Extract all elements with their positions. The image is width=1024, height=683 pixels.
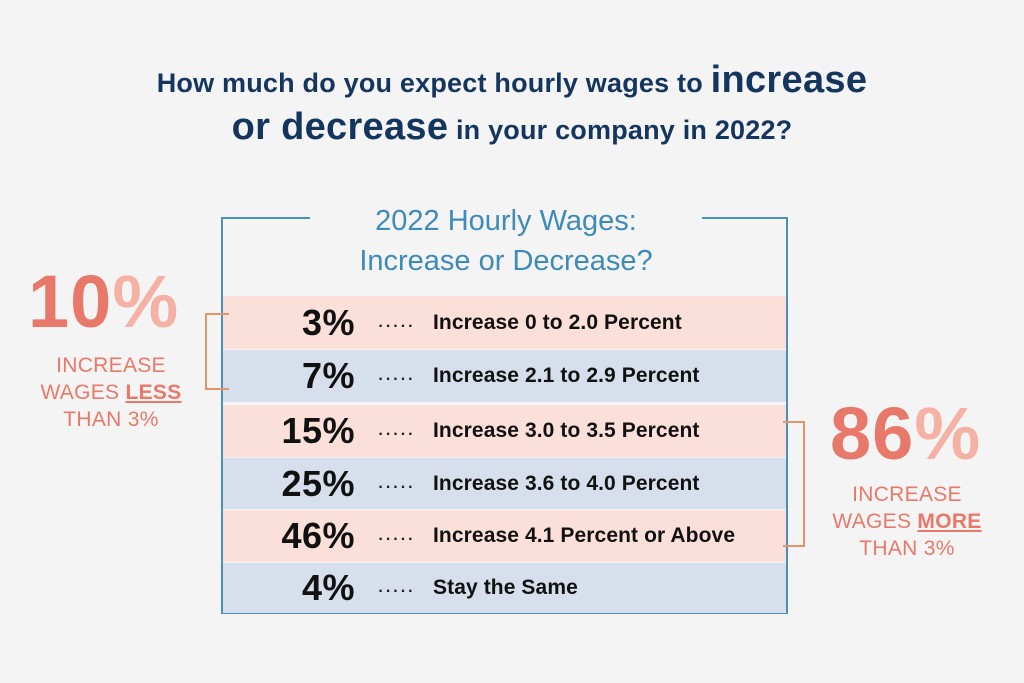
left-caption-wages: WAGES xyxy=(40,381,126,404)
table-title-line-1: 2022 Hourly Wages: xyxy=(375,205,637,237)
right-caption-wages: WAGES xyxy=(832,510,918,533)
row-label: Increase 0 to 2.0 Percent xyxy=(433,310,682,334)
row-percent: 15% xyxy=(281,410,355,451)
row-label: Increase 3.6 to 4.0 Percent xyxy=(433,471,700,495)
right-bracket xyxy=(783,421,805,547)
right-caption-line-2: WAGES MORE xyxy=(812,508,1002,535)
row-label: Increase 3.0 to 3.5 Percent xyxy=(433,419,700,442)
right-summary-caption: INCREASE WAGES MORE THAN 3% xyxy=(812,481,1002,562)
left-summary-value: 10 xyxy=(28,260,113,343)
left-caption-line-3: THAN 3% xyxy=(63,408,159,431)
row-percent: 46% xyxy=(281,515,355,556)
left-caption-line-1: INCREASE xyxy=(56,354,166,377)
table-row: 3%..... Increase 0 to 2.0 Percent xyxy=(223,296,786,349)
left-caption-emphasis: LESS xyxy=(125,381,182,404)
right-caption-line-1: INCREASE xyxy=(852,483,962,506)
headline-text-end: in your company in 2022? xyxy=(448,115,793,145)
row-label: Increase 2.1 to 2.9 Percent xyxy=(433,364,700,387)
headline-text: How much do you expect hourly wages to xyxy=(156,68,711,98)
headline-emphasis-decrease: or decrease xyxy=(231,106,449,148)
left-summary-caption: INCREASE WAGES LESS THAN 3% xyxy=(18,352,204,433)
right-summary-unit: % xyxy=(914,392,982,475)
table-row: 15%..... Increase 3.0 to 3.5 Percent xyxy=(223,405,786,457)
table-row: 25%..... Increase 3.6 to 4.0 Percent xyxy=(223,458,786,509)
row-leader-dots: ..... xyxy=(378,313,416,331)
row-percent: 3% xyxy=(301,301,355,343)
left-summary-percent: 10% xyxy=(28,265,179,339)
row-leader-dots: ..... xyxy=(378,527,416,544)
right-caption-line-3: THAN 3% xyxy=(859,537,955,560)
table-row: 4%..... Stay the Same xyxy=(223,563,786,613)
table-row: 46%..... Increase 4.1 Percent or Above xyxy=(223,510,786,562)
table-title: 2022 Hourly Wages: Increase or Decrease? xyxy=(310,199,702,283)
table-row: 7%..... Increase 2.1 to 2.9 Percent xyxy=(223,350,786,402)
left-caption-line-2: WAGES LESS xyxy=(18,379,204,406)
headline-emphasis-increase: increase xyxy=(710,59,868,101)
left-summary-unit: % xyxy=(112,260,180,343)
headline: How much do you expect hourly wages to i… xyxy=(0,58,1024,152)
row-leader-dots: ..... xyxy=(378,474,416,492)
row-percent: 25% xyxy=(281,462,355,504)
row-label: Stay the Same xyxy=(433,576,578,599)
headline-line-2: or decrease in your company in 2022? xyxy=(0,105,1024,152)
row-leader-dots: ..... xyxy=(378,367,416,384)
headline-line-1: How much do you expect hourly wages to i… xyxy=(0,58,1024,105)
left-bracket xyxy=(205,313,229,390)
row-leader-dots: ..... xyxy=(378,579,416,596)
row-leader-dots: ..... xyxy=(378,422,416,439)
right-summary-value: 86 xyxy=(830,392,915,475)
row-percent: 7% xyxy=(301,355,355,396)
row-percent: 4% xyxy=(301,567,355,608)
row-label: Increase 4.1 Percent or Above xyxy=(433,524,736,547)
table-title-line-2: Increase or Decrease? xyxy=(359,245,653,277)
right-summary-percent: 86% xyxy=(830,397,981,471)
right-caption-emphasis: MORE xyxy=(917,510,982,533)
